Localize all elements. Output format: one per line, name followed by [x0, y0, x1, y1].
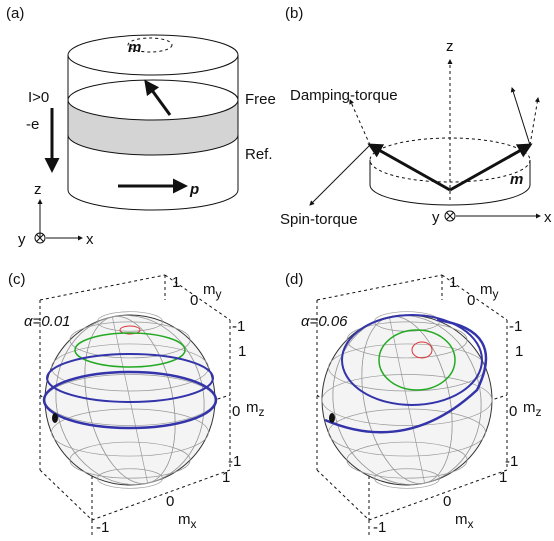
damping-arrow [530, 98, 538, 145]
tick-label: 1 [499, 469, 507, 486]
panel-label: (d) [285, 271, 303, 288]
axis-label-sub: z [259, 405, 265, 419]
axis-label: y [432, 209, 440, 226]
panel-a: (a) m I>0 -e Free Ref. p z y x [6, 5, 276, 248]
electron-label: -e [26, 116, 39, 133]
axis-label-sub: x [191, 517, 197, 531]
tick-label: 0 [509, 403, 517, 420]
ref-layer-band [68, 100, 238, 155]
axis-label-base: m [203, 281, 216, 298]
current-label: I>0 [28, 89, 49, 106]
tick-label: -1 [232, 318, 245, 335]
axis-label: z [34, 181, 42, 198]
axis-label-sub: y [216, 287, 222, 301]
axis-label: my [480, 281, 499, 301]
sphere-panels: (c)α=0.0110-110-110-1mymzmx(d)α=0.0610-1… [8, 271, 542, 536]
alpha-label: α=0.06 [301, 313, 348, 330]
start-point [329, 413, 335, 423]
box-line [317, 470, 369, 520]
tick-label: -1 [228, 453, 241, 470]
tick-label: 0 [232, 403, 240, 420]
tick-label: 1 [449, 274, 457, 291]
axis-label: mx [455, 511, 474, 531]
cylinder-top [68, 35, 238, 75]
axis-label: x [86, 231, 94, 248]
axis-label: mz [246, 399, 265, 419]
tick-label: -1 [373, 519, 386, 536]
axis-label-base: m [455, 511, 468, 528]
tick-label: 0 [190, 292, 198, 309]
start-point [52, 413, 58, 423]
free-label: Free [245, 91, 276, 108]
spin-arrow [310, 145, 370, 205]
moment-arrow [370, 145, 450, 190]
axis-label: z [446, 38, 454, 55]
tick-label: 1 [222, 469, 230, 486]
axis-label: y [18, 231, 26, 248]
tick-label: 1 [172, 274, 180, 291]
polarization-label: p [189, 181, 199, 198]
axis-label: x [544, 209, 552, 226]
axis-label: mz [523, 399, 542, 419]
box-line [40, 470, 92, 520]
axis-label-base: m [178, 511, 191, 528]
damping-arrow [350, 100, 370, 145]
panel-label: (c) [8, 271, 26, 288]
moment-label: m [510, 171, 523, 188]
tick-label: -1 [505, 453, 518, 470]
spin-arrow [512, 88, 530, 145]
tick-label: 0 [443, 493, 451, 510]
moment-label: m [128, 39, 141, 56]
alpha-label: α=0.01 [24, 313, 71, 330]
tick-label: 0 [467, 292, 475, 309]
axis-label: mx [178, 511, 197, 531]
tick-label: -1 [96, 519, 109, 536]
panel-label: (b) [285, 5, 303, 22]
axis-label-sub: y [493, 287, 499, 301]
axis-label-sub: z [536, 405, 542, 419]
axis-label-base: m [523, 399, 536, 416]
ref-label: Ref. [245, 146, 273, 163]
box-line [40, 275, 165, 300]
into-page [447, 213, 454, 220]
axis-label-sub: x [468, 517, 474, 531]
tick-label: 1 [238, 343, 246, 360]
axis-label-base: m [480, 281, 493, 298]
box-line [317, 275, 442, 300]
tick-label: -1 [509, 318, 522, 335]
panel-label: (a) [6, 5, 24, 22]
spin-label: Spin-torque [280, 211, 358, 228]
axis-label: my [203, 281, 222, 301]
tick-label: 1 [515, 343, 523, 360]
damping-label: Damping-torque [290, 87, 398, 104]
axis-label-base: m [246, 399, 259, 416]
tick-label: 0 [166, 493, 174, 510]
panel-b: (b) z Damping-torque Spin-torque m y x [280, 5, 552, 228]
moment-arrow [146, 82, 170, 115]
figure: (a) m I>0 -e Free Ref. p z y x (b) z Dam… [0, 0, 554, 541]
